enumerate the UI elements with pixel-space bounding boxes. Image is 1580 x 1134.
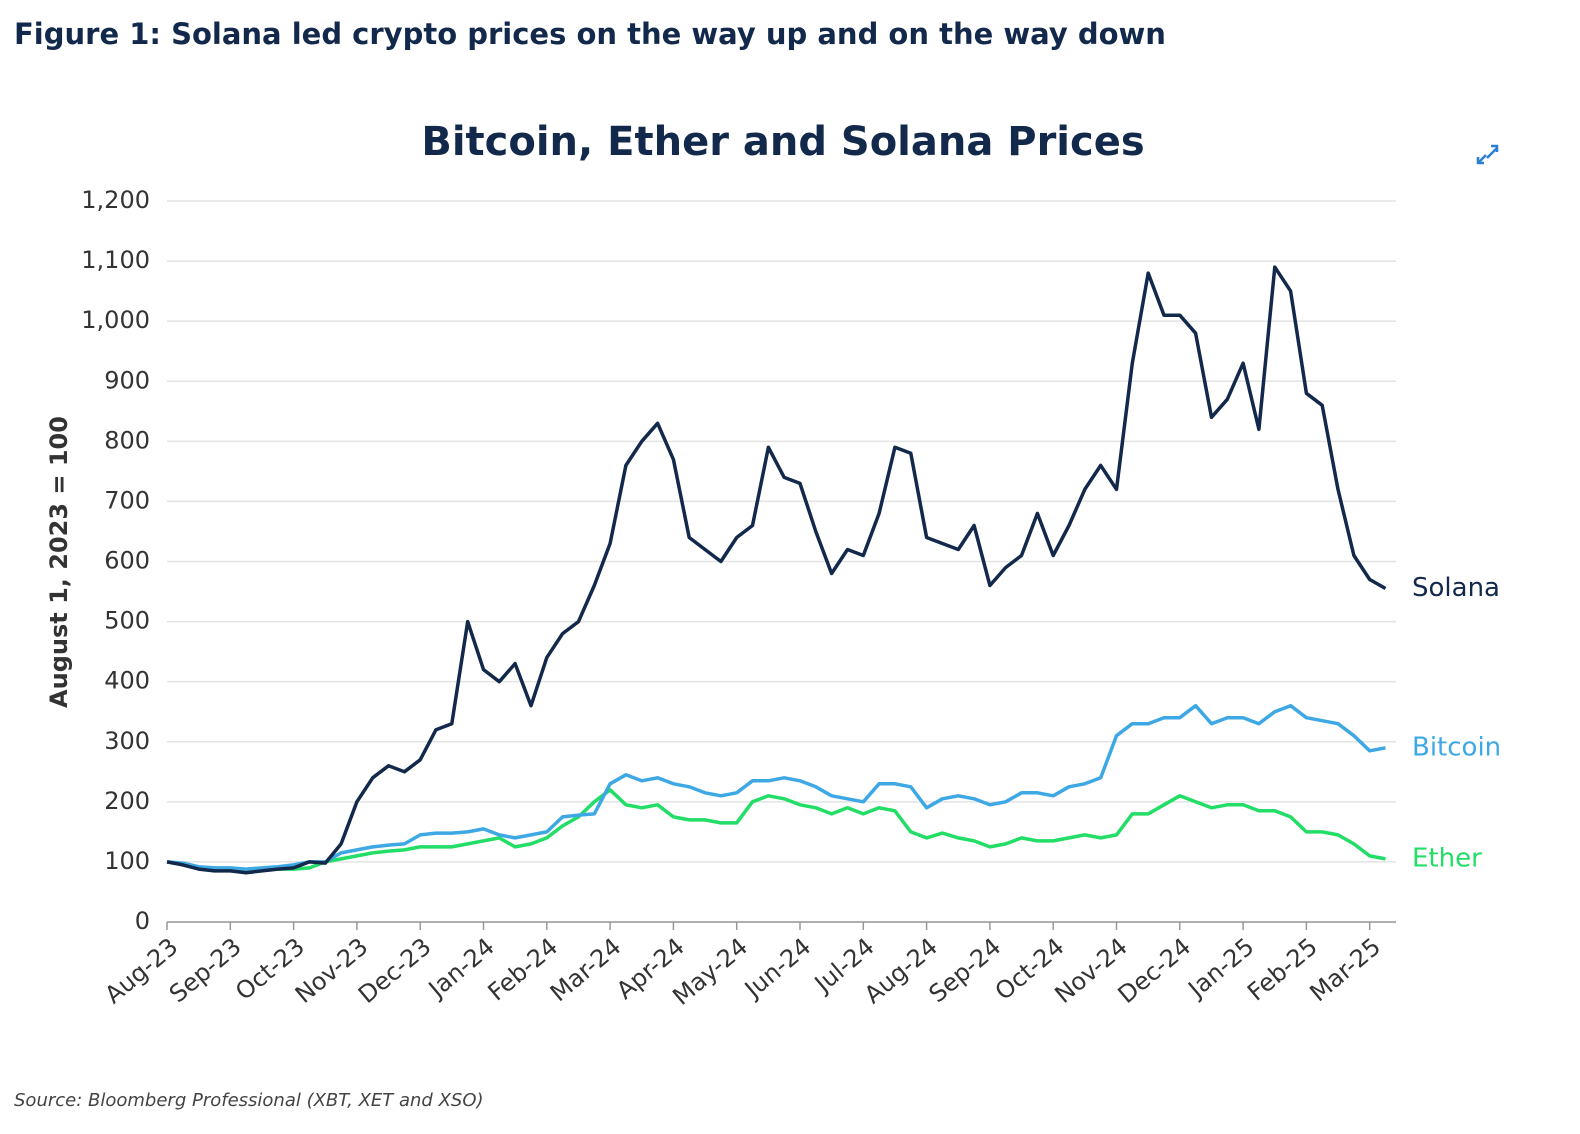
- figure-title: Figure 1: Solana led crypto prices on th…: [14, 17, 1166, 51]
- x-tick-label: Mar-24: [545, 933, 627, 1008]
- y-tick-label: 100: [104, 847, 150, 875]
- x-tick-label: Sep-24: [924, 933, 1007, 1009]
- source-note: Source: Bloomberg Professional (XBT, XET…: [14, 1090, 484, 1111]
- x-tick-label: Feb-24: [483, 933, 564, 1007]
- y-tick-label: 400: [104, 667, 150, 695]
- y-tick-label: 800: [104, 426, 150, 454]
- x-tick-label: Sep-23: [164, 933, 247, 1009]
- series-label: Ether: [1412, 843, 1482, 873]
- y-tick-label: 1,000: [81, 306, 150, 334]
- y-tick-label: 700: [104, 486, 150, 514]
- y-tick-label: 300: [104, 727, 150, 755]
- x-tick-label: Aug-24: [859, 933, 943, 1010]
- y-tick-label: 900: [104, 366, 150, 394]
- series-line: [166, 703, 1386, 871]
- chart-title: Bitcoin, Ether and Solana Prices: [421, 119, 1144, 165]
- y-tick-label: 500: [104, 607, 150, 635]
- y-axis-label: August 1, 2023 = 100: [45, 416, 73, 708]
- y-tick-label: 1,200: [81, 186, 150, 214]
- y-tick-label: 1,100: [81, 246, 150, 274]
- series-line: [166, 265, 1387, 875]
- y-tick-label: 0: [135, 907, 150, 935]
- x-tick-label: Jun-24: [738, 933, 816, 1005]
- y-tick-label: 200: [104, 787, 150, 815]
- x-tick-label: Dec-24: [1113, 933, 1197, 1009]
- series-label: Solana: [1412, 573, 1500, 603]
- expand-icon[interactable]: [1476, 144, 1499, 165]
- x-tick-label: Jan-24: [422, 933, 500, 1005]
- x-tick-label: Feb-25: [1242, 933, 1323, 1007]
- x-tick-label: Aug-23: [99, 933, 183, 1010]
- series-label: Bitcoin: [1412, 732, 1501, 762]
- x-tick-label: Jan-25: [1182, 933, 1260, 1005]
- x-tick-label: Dec-23: [353, 933, 437, 1009]
- x-tick-label: Mar-25: [1305, 933, 1387, 1008]
- series-line: [166, 788, 1386, 873]
- y-tick-label: 600: [104, 547, 150, 575]
